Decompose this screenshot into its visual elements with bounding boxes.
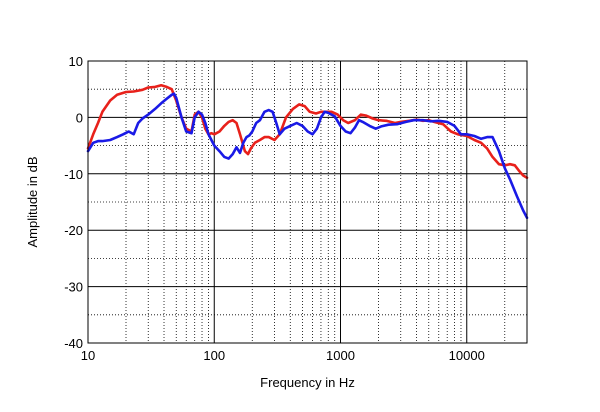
y-axis-title: Amplitude in dB <box>25 156 40 247</box>
x-axis-title: Frequency in Hz <box>260 375 355 390</box>
y-tick-label: 0 <box>76 110 83 125</box>
plot-frame <box>87 60 528 344</box>
x-tick-label: 100 <box>203 348 225 363</box>
x-tick-label: 10 <box>81 348 95 363</box>
series-layer <box>86 84 529 220</box>
x-tick-labels: 10 100 1000 10000 <box>81 348 485 363</box>
series-line-2 <box>86 92 529 220</box>
x-tick-label: 1000 <box>326 348 355 363</box>
y-tick-label: -20 <box>64 223 83 238</box>
series-line-1 <box>86 84 529 179</box>
y-tick-labels: 10 0 -10 -20 -30 -40 <box>64 54 83 351</box>
minor-grid <box>88 61 528 343</box>
x-tick-label: 10000 <box>449 348 485 363</box>
y-tick-label: -10 <box>64 167 83 182</box>
y-tick-label: -40 <box>64 336 83 351</box>
y-tick-label: 10 <box>69 54 83 69</box>
y-tick-label: -30 <box>64 280 83 295</box>
